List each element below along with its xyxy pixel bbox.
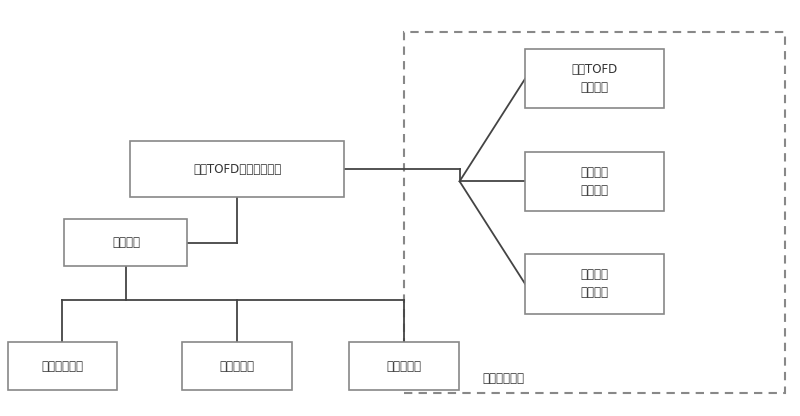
Bar [7,342,117,390]
Bar [525,151,664,211]
Bar [525,254,664,314]
Text: 离线分析部分: 离线分析部分 [482,372,524,385]
Bar [130,141,344,197]
Text: 扫查编码器: 扫查编码器 [386,359,422,372]
Text: 超声TOFD数据采集系统: 超声TOFD数据采集系统 [193,163,282,176]
Text: 合成聚焦
孔径增益: 合成聚焦 孔径增益 [581,268,609,300]
Bar [349,342,458,390]
Text: 采集程序: 采集程序 [112,236,140,249]
Bar [64,219,187,267]
Text: 互通波迭
直与消除: 互通波迭 直与消除 [581,166,609,197]
Text: 数据采集卡: 数据采集卡 [220,359,254,372]
Text: 超声TOFD
自动标定: 超声TOFD 自动标定 [571,63,618,94]
Bar [404,32,786,393]
Bar [182,342,292,390]
Bar [525,49,664,109]
Text: 超声收发探头: 超声收发探头 [42,359,83,372]
